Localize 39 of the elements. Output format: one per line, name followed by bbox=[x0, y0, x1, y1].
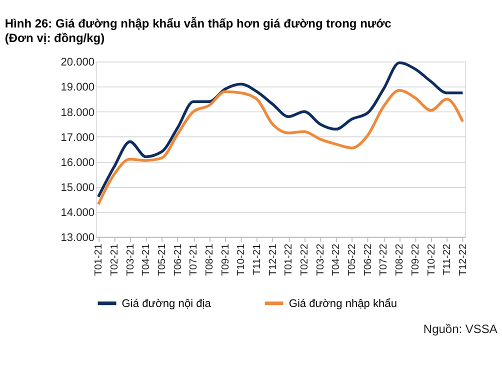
y-tick-label: 18.000 bbox=[60, 106, 95, 119]
y-tick-label: 20.000 bbox=[60, 56, 95, 69]
x-tick-label: T01-22 bbox=[284, 243, 295, 276]
text: Nguồn: VSSA bbox=[423, 322, 498, 336]
x-tick-label: T12-22 bbox=[458, 243, 469, 276]
x-tick-label: T04-22 bbox=[331, 243, 342, 276]
x-tick-label: T09-21 bbox=[220, 243, 232, 276]
y-tick-label: 16.000 bbox=[60, 156, 95, 169]
chart-title: Hình 26: Giá đường nhập khẩu vẫn thấp hơn giá đường trong nước bbox=[4, 16, 392, 30]
x-tick-label: T06-21 bbox=[172, 243, 184, 276]
y-tick-label: 17.000 bbox=[60, 132, 95, 144]
line-series bbox=[96, 88, 464, 206]
x-tick-label: T07-22 bbox=[378, 243, 390, 276]
x-tick-label: T06-22 bbox=[362, 243, 374, 276]
x-tick-label: T05-22 bbox=[347, 243, 358, 276]
x-tick-label: T11-21 bbox=[252, 243, 263, 276]
chart-subtitle: (Đơn vị: đồng/kg) bbox=[4, 31, 105, 46]
legend-label: Giá đường nhập khẩu bbox=[288, 298, 397, 310]
x-tick-label: T10-22 bbox=[426, 243, 438, 276]
x-tick-label: T08-22 bbox=[394, 243, 406, 276]
y-tick-label: 13.000 bbox=[60, 232, 95, 244]
y-tick-label: 15.000 bbox=[60, 182, 95, 194]
x-tick-label: T09-22 bbox=[410, 243, 422, 276]
line-series bbox=[96, 61, 464, 198]
x-tick-label: T11-22 bbox=[442, 243, 454, 276]
x-tick-label: T02-21 bbox=[109, 243, 120, 276]
x-tick-label: T04-21 bbox=[141, 243, 152, 276]
x-tick-label: T08-21 bbox=[204, 243, 216, 276]
y-tick-label: 14.000 bbox=[60, 206, 95, 219]
y-tick-label: 19.000 bbox=[60, 82, 95, 94]
x-tick-label: T03-22 bbox=[315, 243, 326, 276]
legend-label: Giá đường nội địa bbox=[122, 298, 212, 310]
x-tick-label: T03-21 bbox=[125, 243, 136, 276]
x-tick-label: T10-21 bbox=[236, 243, 248, 276]
x-tick-label: T07-21 bbox=[188, 243, 200, 276]
x-tick-label: T01-21 bbox=[94, 243, 105, 276]
x-tick-label: T05-21 bbox=[156, 243, 168, 276]
x-tick-label: T12-21 bbox=[268, 243, 279, 276]
x-tick-label: T02-22 bbox=[300, 243, 311, 276]
